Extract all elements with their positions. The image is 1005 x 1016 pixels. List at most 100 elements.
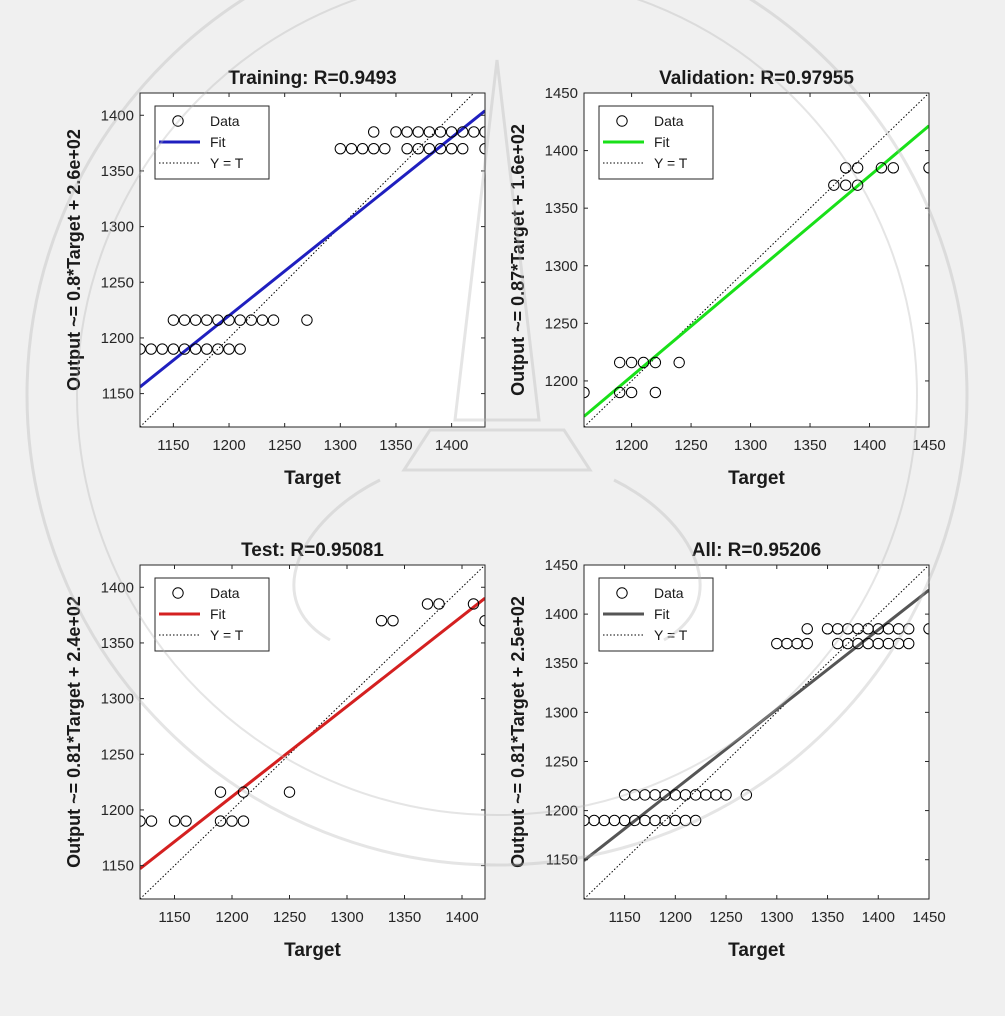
data-point [245, 314, 257, 326]
identity-line [584, 565, 929, 899]
y-tick-label: 1400 [545, 606, 578, 623]
data-point [368, 126, 380, 138]
data-point [412, 142, 424, 155]
legend-data-marker [616, 115, 628, 127]
data-point [457, 142, 469, 155]
data-point [467, 598, 480, 610]
x-tick-label: 1400 [853, 437, 886, 454]
legend-label-data: Data [654, 113, 684, 129]
data-point [223, 314, 235, 326]
data-point [468, 126, 480, 138]
data-point [649, 356, 662, 369]
x-tick-label: 1250 [709, 909, 742, 926]
x-tick-label: 1350 [811, 909, 844, 926]
data-point [720, 789, 732, 801]
data-point [401, 142, 413, 155]
data-point [345, 142, 358, 155]
legend-data-marker [616, 587, 628, 599]
data-points [584, 623, 929, 827]
data-point [180, 815, 192, 827]
y-tick-label: 1350 [101, 163, 134, 180]
legend: Data Fit Y = T [598, 577, 714, 652]
y-axis-label: Output ~= 0.81*Target + 2.5e+02 [508, 596, 528, 868]
data-point [201, 314, 213, 326]
data-point [828, 179, 840, 191]
data-point [887, 162, 900, 174]
data-point [368, 142, 380, 155]
data-point [234, 314, 246, 326]
data-point [434, 126, 447, 138]
fit-line [140, 596, 485, 870]
legend-data-marker [172, 587, 184, 599]
data-point [145, 815, 158, 827]
data-point [613, 386, 626, 399]
data-point [412, 126, 424, 138]
legend-label-fit: Fit [210, 606, 226, 622]
legend: Data Fit Y = T [598, 105, 714, 180]
data-point [201, 343, 213, 355]
x-tick-label: 1400 [862, 909, 895, 926]
identity-line [140, 565, 485, 899]
y-tick-label: 1450 [545, 557, 578, 574]
x-tick-label: 1350 [793, 437, 826, 454]
fit-line [584, 124, 929, 418]
data-point [625, 356, 638, 369]
legend-label-data: Data [210, 585, 240, 601]
y-tick-label: 1350 [545, 200, 578, 217]
data-point [673, 356, 685, 369]
legend-label-data: Data [654, 585, 684, 601]
legend-data-marker [172, 115, 184, 127]
data-point [156, 343, 168, 355]
data-point [226, 815, 238, 827]
data-point [801, 623, 813, 635]
chart-panel-0: 1150 1200 1250 1300 1350 1400 1150 1200 1250 1300… [64, 68, 486, 489]
data-point [689, 814, 702, 827]
data-point [445, 142, 458, 155]
data-point [875, 162, 888, 174]
data-point [189, 343, 202, 355]
legend-label-identity: Y = T [654, 155, 688, 171]
x-tick-label: 1200 [659, 909, 692, 926]
data-point [178, 314, 191, 326]
data-point [423, 142, 436, 155]
legend-label-fit: Fit [210, 134, 226, 150]
fit-line [584, 588, 929, 862]
data-point [234, 343, 246, 355]
x-tick-label: 1250 [273, 909, 306, 926]
data-point [375, 614, 388, 627]
x-axis-label: Target [284, 940, 341, 961]
data-point [903, 637, 915, 650]
legend-label-fit: Fit [654, 134, 670, 150]
data-point [237, 815, 250, 827]
y-tick-label: 1250 [101, 746, 134, 763]
x-tick-label: 1200 [212, 437, 245, 454]
chart-panel-2: 1150 1200 1250 1300 1350 1400 1150 1200 1250 1300… [64, 540, 486, 961]
identity-line [584, 93, 929, 427]
chart-panel-1: 1200 1250 1300 1350 1400 1450 1200 1250 1300 1350… [508, 68, 946, 489]
data-point [167, 314, 180, 326]
data-point [168, 815, 181, 827]
y-tick-label: 1250 [101, 274, 134, 291]
x-tick-label: 1150 [157, 437, 189, 454]
data-point [390, 126, 402, 138]
axes-box [139, 564, 486, 900]
y-tick-label: 1200 [101, 330, 134, 347]
data-point [387, 614, 399, 627]
y-tick-label: 1300 [101, 219, 134, 236]
legend-label-identity: Y = T [654, 627, 688, 643]
x-tick-label: 1250 [268, 437, 301, 454]
y-tick-label: 1200 [545, 373, 578, 390]
data-point [637, 356, 650, 369]
chart-title: Training: R=0.9493 [228, 68, 396, 89]
data-point [145, 343, 157, 355]
data-point [421, 598, 434, 610]
data-point [740, 789, 753, 801]
data-point [267, 314, 280, 326]
x-tick-label: 1150 [158, 909, 190, 926]
x-tick-label: 1300 [330, 909, 363, 926]
data-point [214, 815, 227, 827]
x-tick-label: 1250 [674, 437, 707, 454]
x-tick-label: 1400 [435, 437, 468, 454]
y-tick-label: 1300 [545, 258, 578, 275]
axes-box [583, 564, 930, 900]
